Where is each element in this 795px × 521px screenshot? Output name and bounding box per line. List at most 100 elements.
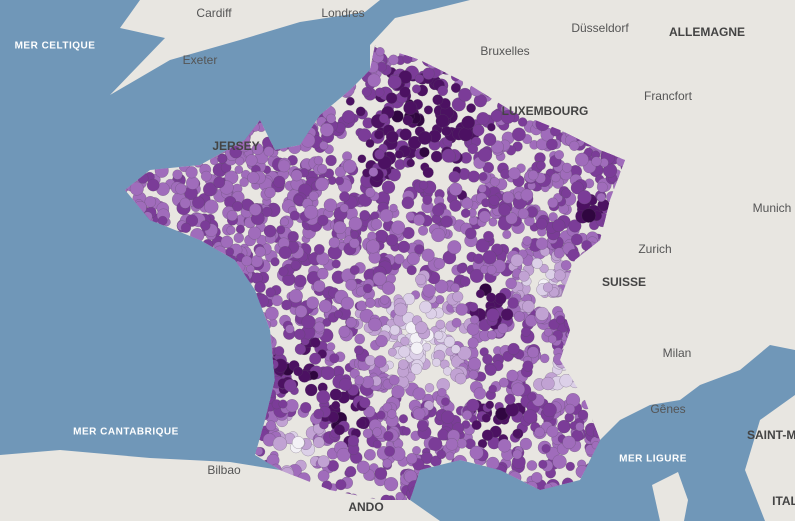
commune-dot: [468, 215, 479, 226]
commune-dot: [481, 198, 491, 208]
commune-dot: [278, 246, 292, 260]
commune-dot: [232, 201, 243, 212]
commune-dot: [333, 309, 343, 319]
commune-dot: [397, 240, 411, 253]
commune-dot: [596, 181, 608, 193]
city-label: Düsseldorf: [571, 21, 629, 35]
commune-dot: [591, 156, 602, 167]
commune-dot: [271, 294, 283, 307]
commune-dot: [329, 353, 340, 364]
commune-dot: [461, 197, 474, 210]
commune-dot: [350, 230, 359, 239]
commune-dot: [329, 388, 342, 401]
commune-dot: [478, 210, 491, 223]
commune-dot: [406, 158, 415, 168]
commune-dot: [437, 388, 447, 398]
commune-dot: [512, 449, 523, 460]
commune-dot: [314, 177, 329, 192]
commune-dot: [543, 327, 553, 337]
commune-dot: [473, 253, 484, 264]
country-label: ALLEMAGNE: [669, 25, 745, 39]
commune-dot: [527, 346, 540, 359]
commune-dot: [450, 344, 461, 355]
commune-dot: [234, 165, 244, 174]
commune-dot: [398, 359, 409, 370]
commune-dot: [129, 181, 144, 196]
commune-dot: [507, 297, 519, 309]
commune-dot: [204, 199, 219, 214]
commune-dot: [472, 124, 485, 137]
commune-dot: [355, 106, 366, 117]
commune-dot: [483, 133, 497, 147]
commune-dot: [434, 330, 444, 341]
commune-dot: [520, 188, 534, 202]
city-label: Bruxelles: [480, 44, 529, 58]
commune-dot: [226, 210, 238, 222]
commune-dot: [568, 219, 582, 233]
commune-dot: [561, 260, 572, 271]
commune-dot: [476, 111, 490, 126]
commune-dot: [125, 185, 128, 195]
commune-dot: [528, 169, 539, 181]
commune-dot: [345, 466, 357, 478]
commune-dot: [419, 146, 430, 158]
commune-dot: [249, 203, 262, 216]
country-label: JERSEY: [212, 139, 259, 153]
commune-dot: [272, 436, 288, 451]
commune-dot: [419, 180, 429, 190]
commune-dot: [467, 170, 480, 183]
commune-dot: [486, 308, 500, 322]
commune-dot: [486, 264, 497, 275]
commune-dot: [239, 177, 249, 188]
commune-dot: [354, 333, 366, 345]
commune-dot: [374, 87, 385, 98]
commune-dot: [225, 247, 235, 256]
commune-dot: [254, 246, 266, 258]
commune-dot: [247, 171, 260, 184]
commune-dot: [554, 150, 565, 160]
commune-dot: [432, 357, 441, 367]
commune-dot: [310, 337, 321, 348]
commune-dot: [577, 190, 592, 205]
commune-dot: [432, 204, 445, 217]
commune-dot: [354, 345, 364, 355]
commune-dot: [301, 314, 316, 330]
commune-dot: [383, 431, 394, 442]
commune-dot: [323, 198, 338, 212]
commune-dot: [489, 176, 500, 187]
commune-dot: [185, 214, 199, 227]
commune-dot: [379, 208, 394, 223]
commune-dot: [338, 325, 351, 338]
commune-dot: [542, 402, 557, 418]
sea-label: MER CANTABRIQUE: [73, 427, 179, 438]
commune-dot: [380, 494, 392, 500]
commune-dot: [285, 324, 295, 334]
country-label: SUISSE: [602, 275, 646, 289]
commune-dot: [359, 209, 371, 221]
commune-dot: [481, 413, 491, 423]
commune-dot: [289, 210, 300, 221]
commune-dot: [347, 435, 360, 447]
commune-dot: [290, 260, 301, 270]
commune-dot: [475, 289, 485, 299]
commune-dot: [273, 175, 286, 189]
commune-dot: [374, 149, 385, 160]
commune-dot: [410, 363, 423, 375]
commune-dot: [365, 138, 375, 148]
commune-dot: [300, 402, 312, 414]
commune-dot: [418, 225, 429, 236]
commune-dot: [306, 296, 319, 310]
commune-dot: [433, 257, 446, 270]
commune-dot: [518, 270, 530, 282]
commune-dot: [510, 253, 524, 267]
commune-dot: [497, 438, 512, 453]
commune-dot: [471, 420, 482, 431]
commune-dot: [265, 287, 276, 298]
commune-dot: [326, 113, 336, 124]
commune-dot: [441, 397, 450, 407]
city-label: Milan: [663, 346, 692, 360]
commune-dot: [596, 192, 606, 203]
commune-dot: [459, 276, 471, 287]
commune-dot: [185, 166, 198, 179]
